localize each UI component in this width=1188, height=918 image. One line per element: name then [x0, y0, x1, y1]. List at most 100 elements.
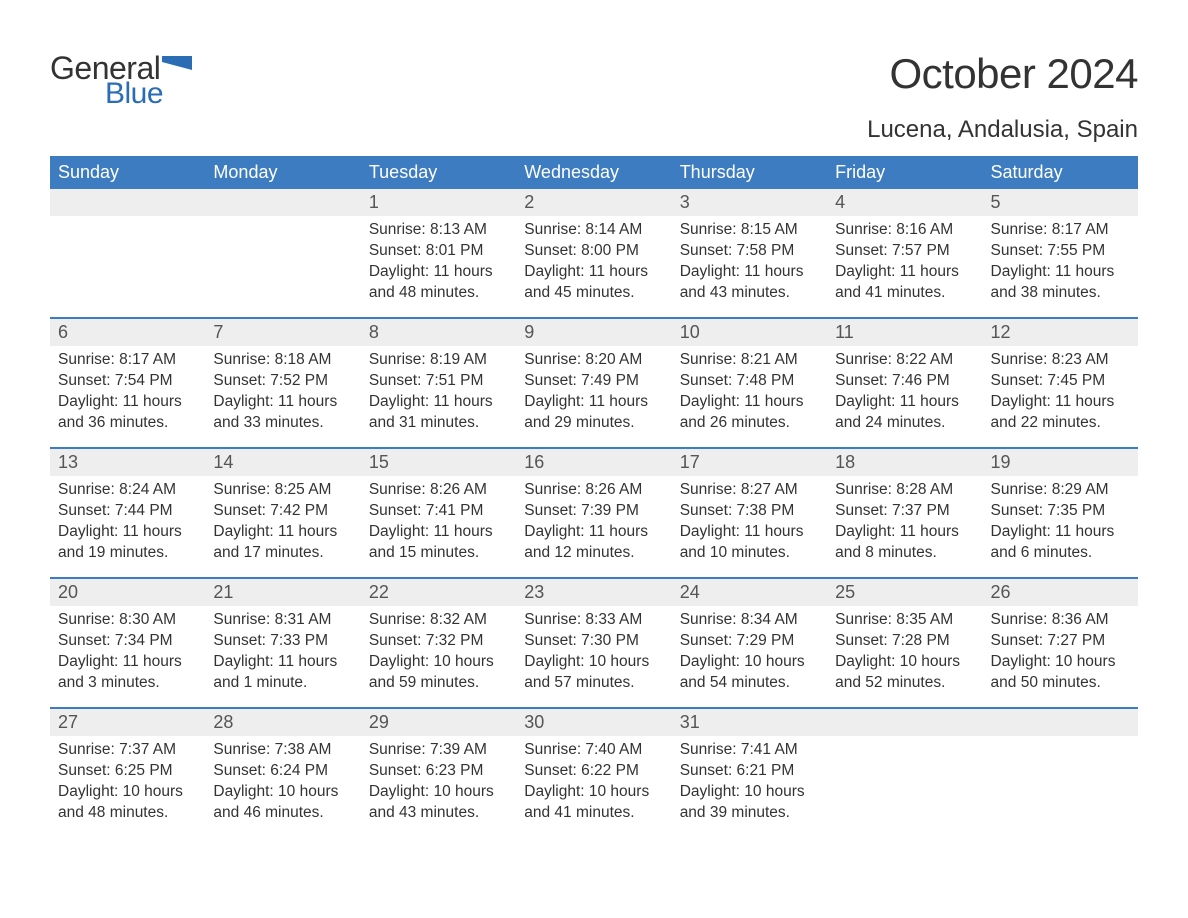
day-cell: 21Sunrise: 8:31 AMSunset: 7:33 PMDayligh… — [205, 579, 360, 707]
day-cell: 28Sunrise: 7:38 AMSunset: 6:24 PMDayligh… — [205, 709, 360, 837]
day-cell: 15Sunrise: 8:26 AMSunset: 7:41 PMDayligh… — [361, 449, 516, 577]
sunset-text: Sunset: 6:24 PM — [213, 761, 352, 782]
daynum-row: 25 — [827, 579, 982, 606]
sunset-text: Sunset: 7:27 PM — [991, 631, 1130, 652]
sunset-text: Sunset: 7:28 PM — [835, 631, 974, 652]
sunrise-text: Sunrise: 8:36 AM — [991, 610, 1130, 631]
calendar: Sunday Monday Tuesday Wednesday Thursday… — [50, 156, 1138, 837]
sunrise-text: Sunrise: 8:19 AM — [369, 350, 508, 371]
sunrise-text: Sunrise: 7:39 AM — [369, 740, 508, 761]
day-number: 11 — [835, 322, 854, 342]
daynum-row: 17 — [672, 449, 827, 476]
sunset-text: Sunset: 7:58 PM — [680, 241, 819, 262]
sunrise-text: Sunrise: 7:41 AM — [680, 740, 819, 761]
day-number: 6 — [58, 322, 68, 342]
daynum-row: 27 — [50, 709, 205, 736]
week-row: 20Sunrise: 8:30 AMSunset: 7:34 PMDayligh… — [50, 577, 1138, 707]
day-number: 15 — [369, 452, 389, 472]
daynum-row: 5 — [983, 189, 1138, 216]
sunset-text: Sunset: 6:21 PM — [680, 761, 819, 782]
daynum-row: 2 — [516, 189, 671, 216]
day-body: Sunrise: 8:14 AMSunset: 8:00 PMDaylight:… — [516, 216, 671, 308]
week-row: 6 Sunrise: 8:17 AMSunset: 7:54 PM Daylight… — [50, 317, 1138, 447]
daylight-text: Daylight: 11 hours and 12 minutes. — [524, 522, 663, 564]
daylight-text: Daylight: 11 hours and 1 minute. — [213, 652, 352, 694]
day-body: Sunrise: 8:15 AMSunset: 7:58 PMDaylight:… — [672, 216, 827, 308]
day-cell: 13Sunrise: 8:24 AMSunset: 7:44 PMDayligh… — [50, 449, 205, 577]
day-cell: 2Sunrise: 8:14 AMSunset: 8:00 PMDaylight… — [516, 189, 671, 317]
sunrise-text: Sunrise: 8:21 AM — [680, 350, 819, 371]
day-cell: 31Sunrise: 7:41 AMSunset: 6:21 PMDayligh… — [672, 709, 827, 837]
sunset-text: Sunset: 7:30 PM — [524, 631, 663, 652]
day-cell: 14Sunrise: 8:25 AMSunset: 7:42 PMDayligh… — [205, 449, 360, 577]
weeks-container: 1Sunrise: 8:13 AMSunset: 8:01 PMDaylight… — [50, 189, 1138, 837]
sunrise-text: Sunrise: 8:32 AM — [369, 610, 508, 631]
day-number: 22 — [369, 582, 389, 602]
week-row: 13Sunrise: 8:24 AMSunset: 7:44 PMDayligh… — [50, 447, 1138, 577]
day-body — [205, 216, 360, 224]
daylight-text: Daylight: 10 hours and 39 minutes. — [680, 782, 819, 824]
day-body: Sunrise: 8:35 AMSunset: 7:28 PMDaylight:… — [827, 606, 982, 698]
sunset-text: Sunset: 7:29 PM — [680, 631, 819, 652]
sunrise-text: Sunrise: 8:26 AM — [524, 480, 663, 501]
day-cell: 24Sunrise: 8:34 AMSunset: 7:29 PMDayligh… — [672, 579, 827, 707]
sunset-text: Sunset: 7:32 PM — [369, 631, 508, 652]
day-number: 10 — [680, 322, 700, 342]
sunset-text: Sunset: 7:44 PM — [58, 501, 197, 522]
sunset-text: Sunset: 7:54 PM — [58, 371, 197, 392]
daylight-text: Daylight: 10 hours and 43 minutes. — [369, 782, 508, 824]
day-cell: 4Sunrise: 8:16 AMSunset: 7:57 PMDaylight… — [827, 189, 982, 317]
day-body: Sunrise: 8:18 AMSunset: 7:52 PMDaylight:… — [205, 346, 360, 438]
dayhead-tuesday: Tuesday — [361, 156, 516, 189]
day-body: Sunrise: 7:41 AMSunset: 6:21 PMDaylight:… — [672, 736, 827, 828]
daynum-row: 10 — [672, 319, 827, 346]
day-number: 19 — [991, 452, 1011, 472]
daylight-text: Daylight: 10 hours and 48 minutes. — [58, 782, 197, 824]
day-body: Sunrise: 8:26 AMSunset: 7:39 PMDaylight:… — [516, 476, 671, 568]
day-body: Sunrise: 8:16 AMSunset: 7:57 PMDaylight:… — [827, 216, 982, 308]
daynum-row: 16 — [516, 449, 671, 476]
day-cell: 29Sunrise: 7:39 AMSunset: 6:23 PMDayligh… — [361, 709, 516, 837]
sunrise-text: Sunrise: 8:14 AM — [524, 220, 663, 241]
sunset-text: Sunset: 7:52 PM — [213, 371, 352, 392]
daylight-text: Daylight: 10 hours and 54 minutes. — [680, 652, 819, 694]
daylight-text: Daylight: 11 hours and 26 minutes. — [680, 392, 819, 434]
dayhead-friday: Friday — [827, 156, 982, 189]
sunrise-text: Sunrise: 8:17 AM — [58, 350, 197, 371]
sunset-text: Sunset: 6:25 PM — [58, 761, 197, 782]
day-number: 28 — [213, 712, 233, 732]
sunrise-text: Sunrise: 7:38 AM — [213, 740, 352, 761]
daylight-text: Daylight: 10 hours and 52 minutes. — [835, 652, 974, 694]
daylight-text: Daylight: 11 hours and 10 minutes. — [680, 522, 819, 564]
daylight-text: Daylight: 11 hours and 6 minutes. — [991, 522, 1130, 564]
day-cell: 16Sunrise: 8:26 AMSunset: 7:39 PMDayligh… — [516, 449, 671, 577]
day-cell: 27Sunrise: 7:37 AMSunset: 6:25 PMDayligh… — [50, 709, 205, 837]
day-number: 26 — [991, 582, 1011, 602]
daynum-row: 26 — [983, 579, 1138, 606]
day-number: 30 — [524, 712, 544, 732]
day-number: 9 — [524, 322, 534, 342]
dayhead-monday: Monday — [205, 156, 360, 189]
daynum-row: 11 — [827, 319, 982, 346]
daylight-text: Daylight: 11 hours and 31 minutes. — [369, 392, 508, 434]
sunrise-text: Sunrise: 7:40 AM — [524, 740, 663, 761]
sunset-text: Sunset: 8:01 PM — [369, 241, 508, 262]
daynum-row: 12 — [983, 319, 1138, 346]
daylight-text: Daylight: 11 hours and 15 minutes. — [369, 522, 508, 564]
day-body: Sunrise: 8:22 AMSunset: 7:46 PMDaylight:… — [827, 346, 982, 438]
sunrise-text: Sunrise: 8:31 AM — [213, 610, 352, 631]
sunset-text: Sunset: 7:46 PM — [835, 371, 974, 392]
day-cell: 10Sunrise: 8:21 AMSunset: 7:48 PMDayligh… — [672, 319, 827, 447]
day-body: Sunrise: 8:34 AMSunset: 7:29 PMDaylight:… — [672, 606, 827, 698]
daylight-text: Daylight: 11 hours and 33 minutes. — [213, 392, 352, 434]
day-number: 8 — [369, 322, 379, 342]
daynum-row: 18 — [827, 449, 982, 476]
daylight-text: Daylight: 11 hours and 48 minutes. — [369, 262, 508, 304]
day-cell: 11 Sunrise: 8:22 AMSunset: 7:46 PMDayligh… — [827, 319, 982, 447]
day-body: Sunrise: 8:23 AMSunset: 7:45 PMDaylight:… — [983, 346, 1138, 438]
day-body: Sunrise: 7:40 AMSunset: 6:22 PMDaylight:… — [516, 736, 671, 828]
day-body: Sunrise: 7:39 AMSunset: 6:23 PMDaylight:… — [361, 736, 516, 828]
day-cell: 22Sunrise: 8:32 AMSunset: 7:32 PMDayligh… — [361, 579, 516, 707]
day-number: 27 — [58, 712, 78, 732]
sunset-text: Sunset: 7:57 PM — [835, 241, 974, 262]
